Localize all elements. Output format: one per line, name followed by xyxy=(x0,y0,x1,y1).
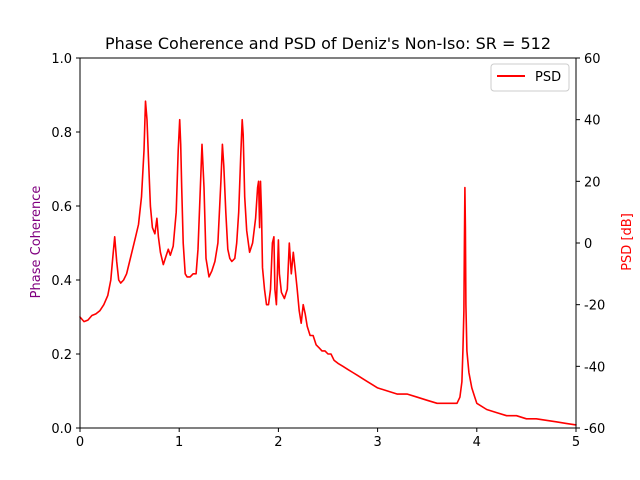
plot-area xyxy=(79,100,577,426)
y-right-tick-label: 0 xyxy=(584,237,592,252)
legend: PSD xyxy=(490,63,570,92)
y-left-tick-label: 0.8 xyxy=(51,126,72,141)
y-left-tick-label: 1.0 xyxy=(51,52,72,67)
y-axis-left: 0.0 0.2 0.4 0.6 0.8 1.0 xyxy=(51,52,80,437)
y-left-tick-label: 0.2 xyxy=(51,348,72,363)
y-right-tick-label: 40 xyxy=(584,114,601,129)
x-axis: 0 1 2 3 4 5 xyxy=(76,428,580,450)
y-left-tick-label: 0.0 xyxy=(51,422,72,437)
x-tick-label: 5 xyxy=(572,435,580,450)
x-tick-label: 3 xyxy=(373,435,381,450)
y-axis-right-label: PSD [dB] xyxy=(620,213,635,271)
plot-frame xyxy=(79,57,577,429)
x-tick-label: 2 xyxy=(274,435,282,450)
y-axis-right: -60 -40 -20 0 20 40 60 xyxy=(576,52,605,437)
legend-box xyxy=(490,63,570,92)
y-right-tick-label: -60 xyxy=(584,422,605,437)
y-axis-left-label: Phase Coherence xyxy=(29,186,44,299)
y-left-tick-label: 0.6 xyxy=(51,200,72,215)
y-right-tick-label: 20 xyxy=(584,175,601,190)
x-tick-label: 0 xyxy=(76,435,84,450)
legend-label-psd: PSD xyxy=(535,70,561,85)
chart-title: Phase Coherence and PSD of Deniz's Non-I… xyxy=(105,34,551,53)
x-tick-label: 4 xyxy=(473,435,481,450)
x-tick-label: 1 xyxy=(175,435,183,450)
y-right-tick-label: -40 xyxy=(584,360,605,375)
series-line-psd xyxy=(79,100,577,426)
y-right-tick-label: 60 xyxy=(584,52,601,67)
y-left-tick-label: 0.4 xyxy=(51,274,72,289)
y-right-tick-label: -20 xyxy=(584,299,605,314)
